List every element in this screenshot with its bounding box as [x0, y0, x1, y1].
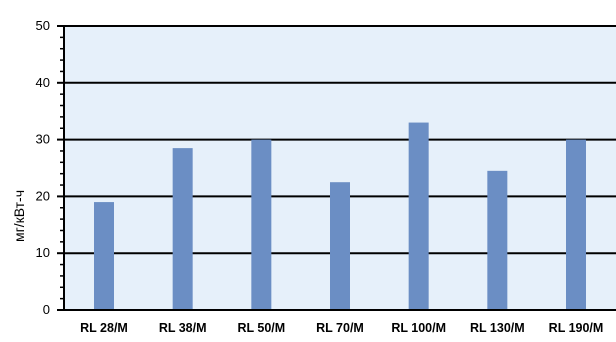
bar	[251, 139, 272, 310]
x-category-label: RL 100/M	[391, 321, 446, 335]
y-tick-label: 30	[36, 132, 50, 147]
x-category-label: RL 50/M	[237, 321, 285, 335]
x-category-label: RL 28/M	[80, 321, 128, 335]
x-category-label: RL 130/M	[470, 321, 525, 335]
y-tick-labels: 0 10 20 30 40 50	[36, 18, 50, 317]
bar	[487, 170, 508, 310]
y-tick-label: 50	[36, 18, 50, 33]
x-category-label: RL 70/M	[316, 321, 364, 335]
y-axis	[57, 25, 616, 311]
y-tick-label: 0	[43, 302, 50, 317]
y-axis-title: мг/кВт-ч	[11, 190, 27, 242]
bar	[566, 139, 586, 310]
bar	[94, 202, 114, 310]
y-tick-label: 40	[36, 75, 50, 90]
bars	[94, 122, 586, 310]
x-category-labels: RL 28/M RL 38/M RL 50/M RL 70/M RL 100/M RL 1…	[80, 321, 603, 335]
x-category-label: RL 190/M	[549, 321, 604, 335]
y-tick-label: 20	[36, 188, 50, 203]
bar	[330, 182, 350, 310]
bar	[172, 148, 193, 310]
bar	[408, 122, 429, 310]
y-tick-label: 10	[36, 245, 50, 260]
x-category-label: RL 38/M	[159, 321, 207, 335]
